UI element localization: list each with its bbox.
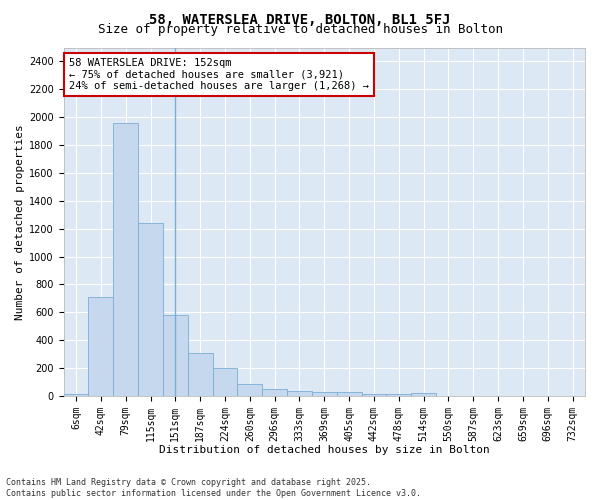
Bar — [163, 315, 188, 396]
Bar — [88, 297, 113, 396]
Text: Size of property relative to detached houses in Bolton: Size of property relative to detached ho… — [97, 22, 503, 36]
Bar — [337, 392, 362, 396]
Y-axis label: Number of detached properties: Number of detached properties — [15, 124, 25, 320]
Text: 58, WATERSLEA DRIVE, BOLTON, BL1 5FJ: 58, WATERSLEA DRIVE, BOLTON, BL1 5FJ — [149, 12, 451, 26]
Bar — [411, 393, 436, 396]
Bar — [362, 394, 386, 396]
X-axis label: Distribution of detached houses by size in Bolton: Distribution of detached houses by size … — [159, 445, 490, 455]
Bar — [212, 368, 238, 396]
Bar — [238, 384, 262, 396]
Text: Contains HM Land Registry data © Crown copyright and database right 2025.
Contai: Contains HM Land Registry data © Crown c… — [6, 478, 421, 498]
Bar — [64, 394, 88, 396]
Bar — [312, 392, 337, 396]
Bar — [188, 354, 212, 396]
Text: 58 WATERSLEA DRIVE: 152sqm
← 75% of detached houses are smaller (3,921)
24% of s: 58 WATERSLEA DRIVE: 152sqm ← 75% of deta… — [69, 58, 369, 91]
Bar — [386, 394, 411, 396]
Bar — [262, 389, 287, 396]
Bar — [138, 223, 163, 396]
Bar — [287, 391, 312, 396]
Bar — [113, 122, 138, 396]
